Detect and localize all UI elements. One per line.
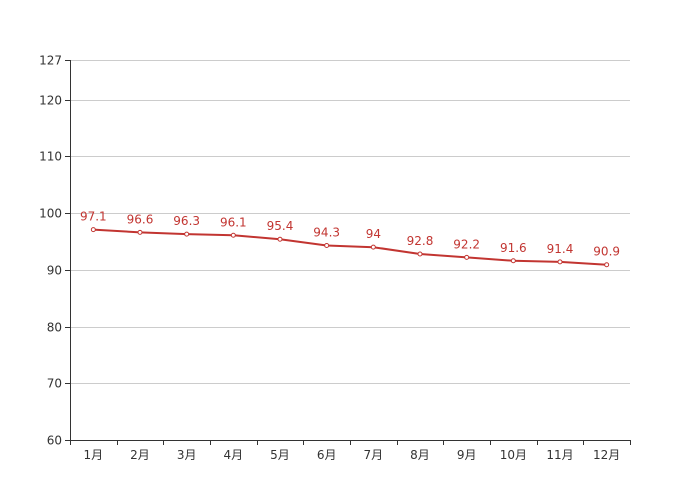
data-point [90, 227, 96, 233]
x-tick-label: 2月 [130, 448, 150, 462]
x-tick-label: 11月 [546, 448, 573, 462]
data-point [510, 258, 516, 264]
data-label: 97.1 [80, 210, 107, 224]
x-tick-label: 6月 [317, 448, 337, 462]
x-tick-label: 1月 [84, 448, 104, 462]
data-point [324, 242, 330, 248]
data-label: 96.1 [220, 215, 247, 229]
y-tick-label: 90 [47, 264, 62, 278]
data-point [557, 259, 563, 265]
x-tick-label: 8月 [410, 448, 430, 462]
data-label: 95.4 [267, 219, 294, 233]
data-point [230, 232, 236, 238]
x-tick-label: 7月 [364, 448, 384, 462]
data-label: 96.6 [127, 212, 154, 226]
x-tick-label: 12月 [593, 448, 620, 462]
data-label: 96.3 [173, 214, 200, 228]
x-tick-label: 9月 [457, 448, 477, 462]
data-label: 91.4 [547, 242, 574, 256]
data-point [464, 254, 470, 260]
data-labels: 97.1 96.6 96.3 96.1 95.4 94.3 94 92.8 92.2 91.6 91… [80, 210, 620, 259]
data-label: 92.8 [407, 234, 434, 248]
data-point [184, 231, 190, 237]
data-label: 91.6 [500, 241, 527, 255]
data-label: 94 [366, 227, 381, 241]
y-tick-label: 120 [39, 94, 62, 108]
grid-lines [70, 60, 630, 384]
data-label: 90.9 [593, 245, 620, 259]
x-tick-label: 10月 [500, 448, 527, 462]
data-point [277, 236, 283, 242]
data-label: 92.2 [453, 237, 480, 251]
y-tick-label: 70 [47, 377, 62, 391]
data-point [417, 251, 423, 257]
data-point [370, 244, 376, 250]
y-tick-label: 100 [39, 207, 62, 221]
y-tick-label: 110 [39, 150, 62, 164]
series [90, 227, 610, 268]
x-tick-label: 4月 [224, 448, 244, 462]
data-label: 94.3 [313, 225, 340, 239]
y-tick-label: 60 [47, 434, 62, 448]
data-point [137, 229, 143, 235]
x-tick-label: 5月 [270, 448, 290, 462]
x-tick-label: 3月 [177, 448, 197, 462]
y-tick-label: 80 [47, 321, 62, 335]
data-point [604, 262, 610, 268]
y-tick-label: 127 [39, 54, 62, 68]
series-line [93, 228, 607, 266]
axes: 60 70 80 90 100 110 120 127 1月 2月 3月 4月 5月 6月 7月 8月 9月 10… [39, 54, 631, 462]
